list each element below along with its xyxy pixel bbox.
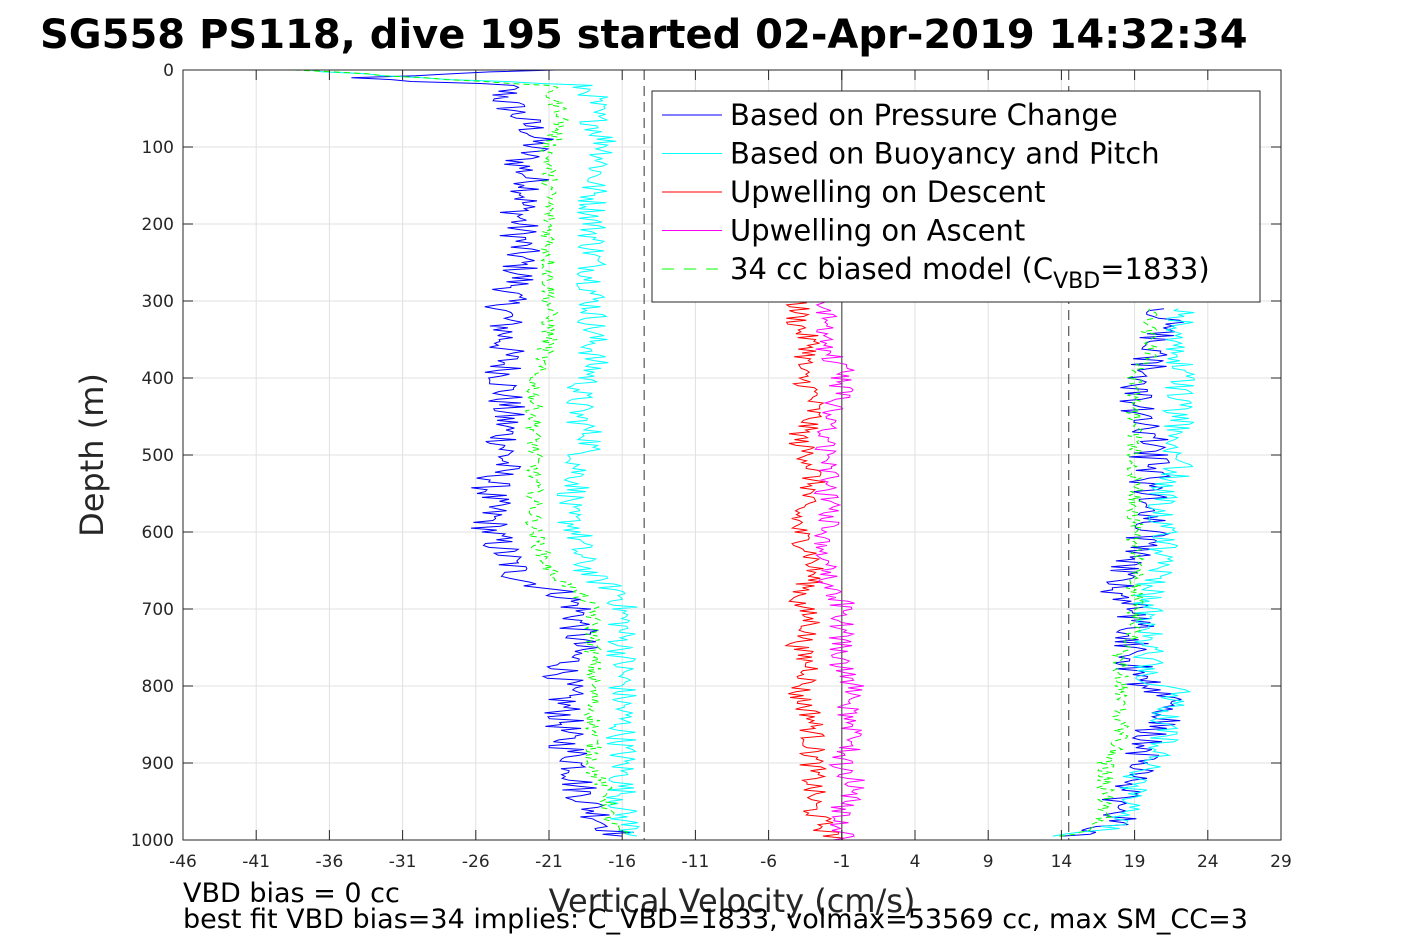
legend: Based on Pressure Change Based on Buoyanc…	[651, 90, 1261, 303]
legend-label-text: Based on Buoyancy and Pitch	[730, 137, 1160, 171]
legend-label-text: Upwelling on Descent	[730, 175, 1046, 209]
x-tick-label: -1	[833, 852, 850, 872]
y-tick-label: 400	[142, 369, 174, 389]
chart-title: SG558 PS118, dive 195 started 02-Apr-201…	[40, 12, 1248, 58]
legend-label-2: Upwelling on Descent	[730, 175, 1046, 209]
legend-label-0: Based on Pressure Change	[730, 98, 1118, 132]
y-axis-label: Depth (m)	[73, 373, 111, 537]
y-tick-label: 300	[142, 292, 174, 312]
y-axis-ticks: 0 100 200 300 400 500 600 700 800 900 1000	[131, 61, 1281, 851]
series-line-1-descent	[309, 70, 640, 837]
legend-label-text: Based on Pressure Change	[730, 98, 1118, 132]
legend-label-4: 34 cc biased model (CVBD=1833)	[730, 252, 1210, 294]
series-line-1-ascent	[1052, 308, 1196, 837]
series-line-3-ascent	[813, 300, 865, 840]
x-tick-label: -21	[535, 852, 563, 872]
series-line-0-ascent	[1062, 308, 1185, 837]
x-axis-ticks: -46 -41 -36 -31 -26 -21 -16 -11 -6 -1 4 9 14 19 24 29	[169, 70, 1292, 872]
series-line-2-descent	[784, 300, 845, 840]
x-tick-label: -16	[608, 852, 636, 872]
x-tick-label: 29	[1270, 852, 1292, 872]
x-tick-label: -36	[316, 852, 344, 872]
legend-label-subscript: VBD	[1053, 269, 1100, 294]
legend-label-text: 34 cc biased model (C	[730, 252, 1053, 286]
y-tick-label: 200	[142, 215, 174, 235]
vbd-bias-annotation: VBD bias = 0 cc	[183, 878, 400, 909]
x-tick-label: -46	[169, 852, 197, 872]
legend-label-suffix: =1833)	[1100, 252, 1209, 286]
x-tick-label: 9	[983, 852, 994, 872]
series-line-4-descent	[293, 70, 629, 837]
x-tick-label: 19	[1124, 852, 1146, 872]
series-line-4-ascent	[1059, 308, 1159, 837]
series-lines	[293, 70, 1196, 840]
y-tick-label: 900	[142, 754, 174, 774]
series-line-0-descent	[351, 70, 634, 837]
legend-label-3: Upwelling on Ascent	[730, 214, 1025, 248]
x-tick-label: -26	[462, 852, 490, 872]
legend-box	[651, 90, 1261, 303]
y-tick-label: 700	[142, 600, 174, 620]
y-tick-label: 500	[142, 446, 174, 466]
legend-label-1: Based on Buoyancy and Pitch	[730, 137, 1160, 171]
y-tick-label: 600	[142, 523, 174, 543]
x-tick-label: 14	[1051, 852, 1073, 872]
y-tick-label: 800	[142, 677, 174, 697]
y-tick-label: 1000	[131, 831, 174, 851]
x-tick-label: -31	[389, 852, 417, 872]
x-tick-label: -6	[760, 852, 777, 872]
x-tick-label: -11	[682, 852, 710, 872]
y-tick-label: 0	[163, 61, 174, 81]
x-axis-label: Vertical Velocity (cm/s)	[549, 882, 916, 920]
y-tick-label: 100	[142, 138, 174, 158]
legend-label-text: Upwelling on Ascent	[730, 214, 1025, 248]
x-tick-label: -41	[242, 852, 270, 872]
x-tick-label: 4	[910, 852, 921, 872]
best-fit-annotation: best fit VBD bias=34 implies: C_VBD=1833…	[183, 904, 1248, 935]
x-tick-label: 24	[1197, 852, 1219, 872]
